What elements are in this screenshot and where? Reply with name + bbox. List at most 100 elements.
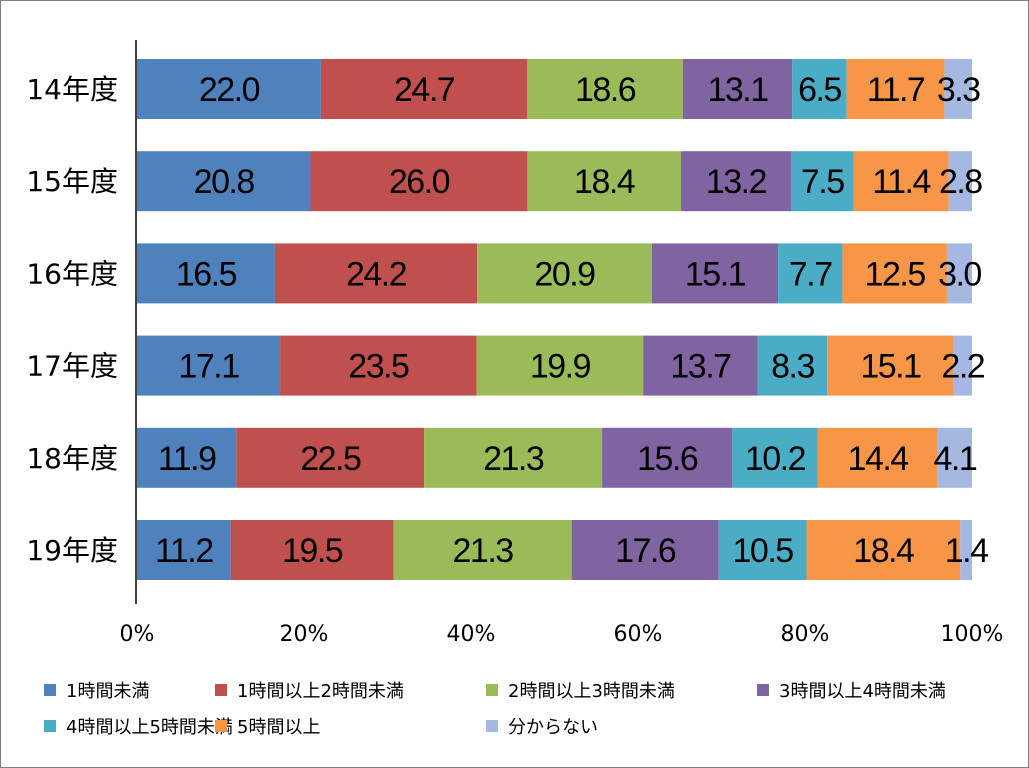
category-label: 14年度 <box>26 73 118 106</box>
bar-segment <box>827 335 954 396</box>
data-label: 23.5 <box>348 348 409 386</box>
data-label: 15.1 <box>860 348 921 386</box>
bar-segment <box>527 151 681 212</box>
bar-segment <box>137 151 311 212</box>
legend-swatch <box>215 684 227 696</box>
data-label: 11.2 <box>155 532 213 570</box>
bar-segment <box>236 427 425 488</box>
bar-segment <box>137 335 281 396</box>
x-tick-label: 0% <box>120 622 155 647</box>
data-label: 15.1 <box>685 255 746 293</box>
bar-segment <box>643 335 758 396</box>
data-label: 15.6 <box>637 440 698 478</box>
data-label: 20.8 <box>194 163 255 201</box>
data-label: 6.5 <box>798 71 841 109</box>
data-label: 13.1 <box>707 71 768 109</box>
category-label: 16年度 <box>26 257 118 290</box>
legend: 1時間未満 1時間以上2時間未満 2時間以上3時間未満 3時間以上4時間未満 4時間以上… <box>44 681 946 738</box>
x-tick-label: 60% <box>614 622 663 647</box>
data-label: 19.5 <box>282 532 343 570</box>
legend-swatch <box>44 684 56 696</box>
data-label: 16.5 <box>176 255 237 293</box>
bar-segment <box>310 151 528 212</box>
bar-segment <box>953 335 972 396</box>
data-label: 4.1 <box>933 440 976 478</box>
legend-label: 4時間以上5時間未満 <box>66 717 233 738</box>
bars-layer <box>137 59 972 580</box>
data-label: 18.6 <box>575 71 636 109</box>
bar-segment <box>280 335 477 396</box>
data-label: 10.5 <box>733 532 794 570</box>
legend-label: 1時間以上2時間未満 <box>237 681 404 702</box>
data-label: 18.4 <box>574 163 635 201</box>
bar-segment <box>230 520 394 580</box>
data-label: 17.1 <box>178 348 239 386</box>
data-label: 13.2 <box>706 163 767 201</box>
bar-segment <box>948 151 972 212</box>
data-label: 20.9 <box>534 255 595 293</box>
data-label: 24.7 <box>394 71 455 109</box>
data-label: 13.7 <box>670 348 731 386</box>
x-tick-label: 80% <box>781 622 830 647</box>
legend-swatch <box>486 720 498 732</box>
data-label: 19.9 <box>530 348 591 386</box>
data-label: 7.5 <box>801 163 844 201</box>
bar-segment <box>960 520 972 580</box>
legend-label: 分からない <box>508 717 598 738</box>
legend-swatch <box>486 684 498 696</box>
legend-label: 2時間以上3時間未満 <box>508 681 675 702</box>
bar-segment <box>476 335 644 396</box>
bar-segment <box>944 59 972 119</box>
bar-segment <box>853 151 949 212</box>
data-label: 1.4 <box>945 532 988 570</box>
data-label: 26.0 <box>389 163 450 201</box>
category-label: 17年度 <box>26 350 118 383</box>
bar-segment <box>424 427 603 488</box>
bar-segment <box>680 151 791 212</box>
data-label: 21.3 <box>453 532 514 570</box>
bar-segment <box>320 59 528 119</box>
data-label: 11.4 <box>872 163 930 201</box>
category-label: 15年度 <box>26 165 118 198</box>
data-label: 11.7 <box>867 71 925 109</box>
x-tick-label: 40% <box>447 622 496 647</box>
data-label: 2.2 <box>941 348 984 386</box>
bar-segment <box>842 243 947 304</box>
data-label: 2.8 <box>939 163 982 201</box>
category-label: 18年度 <box>26 442 118 475</box>
data-label: 11.9 <box>158 440 216 478</box>
bar-segment <box>137 520 231 580</box>
x-tick-label: 20% <box>280 622 329 647</box>
bar-segment <box>137 243 275 304</box>
legend-swatch <box>215 720 227 732</box>
bar-segment <box>718 520 807 580</box>
legend-swatch <box>757 684 769 696</box>
data-label: 3.3 <box>937 71 980 109</box>
bar-segment <box>946 243 972 304</box>
bar-segment <box>790 151 854 212</box>
legend-label: 3時間以上4時間未満 <box>779 681 946 702</box>
bar-segment <box>274 243 478 304</box>
bar-segment <box>602 427 733 488</box>
bar-segment <box>527 59 683 119</box>
bar-segment <box>757 335 828 396</box>
data-label: 18.4 <box>853 532 914 570</box>
category-label: 19年度 <box>26 534 118 567</box>
bar-segment <box>792 59 847 119</box>
data-label: 21.3 <box>483 440 544 478</box>
legend-label: 1時間未満 <box>66 681 149 702</box>
data-label: 8.3 <box>771 348 814 386</box>
data-label: 24.2 <box>346 255 407 293</box>
bar-segment <box>806 520 961 580</box>
data-label: 22.0 <box>199 71 260 109</box>
x-tick-label: 100% <box>941 622 1004 647</box>
category-labels-layer: 14年度 15年度 16年度 17年度 18年度 19年度 <box>26 73 118 567</box>
bar-segment <box>137 427 237 488</box>
legend-swatch <box>44 720 56 732</box>
bar-segment <box>393 520 572 580</box>
bar-segment <box>937 427 972 488</box>
bar-segment <box>732 427 818 488</box>
bar-segment <box>817 427 938 488</box>
bar-segment <box>651 243 779 304</box>
